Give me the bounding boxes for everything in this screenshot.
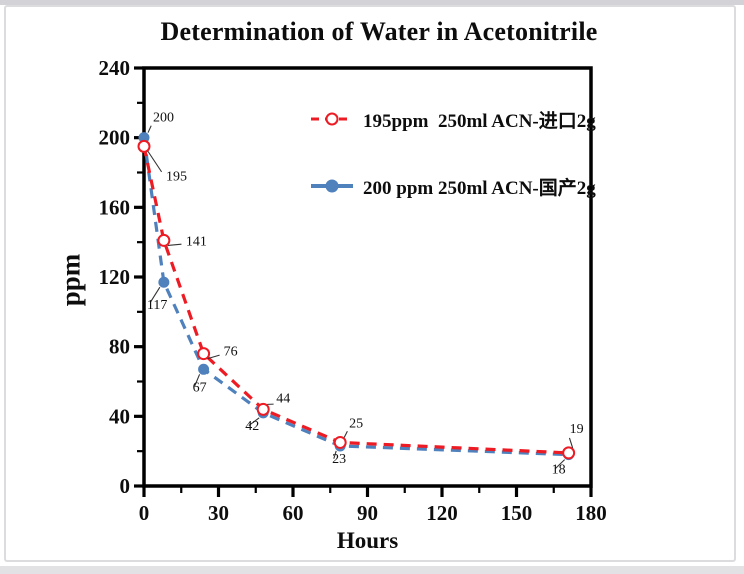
svg-text:19: 19 (570, 422, 584, 437)
svg-text:160: 160 (99, 195, 131, 219)
blue-line-filled-circle-icon (311, 179, 353, 193)
svg-text:76: 76 (224, 345, 238, 360)
legend-item-domestic: 200 ppm 250ml ACN-国产2g (310, 173, 596, 199)
svg-text:60: 60 (283, 501, 304, 525)
card-border (4, 5, 736, 562)
legend-item-imported: 195ppm 250ml ACN-进口2g (310, 106, 596, 132)
svg-text:40: 40 (109, 404, 130, 428)
svg-text:23: 23 (332, 452, 346, 467)
svg-text:42: 42 (245, 419, 259, 434)
svg-text:150: 150 (501, 501, 533, 525)
legend-label: 195ppm 250ml ACN-进口2g (363, 110, 596, 132)
svg-text:0: 0 (139, 501, 150, 525)
svg-text:240: 240 (99, 56, 131, 80)
svg-text:120: 120 (99, 265, 131, 289)
legend-label: 200 ppm 250ml ACN-国产2g (363, 177, 596, 199)
svg-text:80: 80 (109, 335, 130, 359)
red-dashed-open-circle-icon (311, 112, 353, 126)
svg-text:120: 120 (426, 501, 458, 525)
svg-text:90: 90 (357, 501, 378, 525)
svg-text:30: 30 (208, 501, 229, 525)
x-axis-label: Hours (336, 528, 399, 553)
svg-text:200: 200 (99, 126, 131, 150)
svg-text:18: 18 (552, 463, 566, 478)
y-axis-label: ppm (55, 253, 86, 307)
window-top-strip (0, 0, 744, 5)
window-bottom-strip (0, 566, 744, 574)
svg-text:141: 141 (186, 234, 207, 249)
svg-text:195: 195 (166, 169, 187, 184)
svg-text:67: 67 (193, 380, 207, 395)
svg-text:44: 44 (276, 391, 290, 406)
chart-title: Determination of Water in Acetonitrile (160, 17, 598, 46)
svg-text:180: 180 (575, 501, 607, 525)
svg-text:200: 200 (153, 111, 174, 126)
svg-text:117: 117 (147, 298, 167, 313)
svg-text:0: 0 (120, 474, 131, 498)
svg-text:25: 25 (349, 416, 363, 431)
